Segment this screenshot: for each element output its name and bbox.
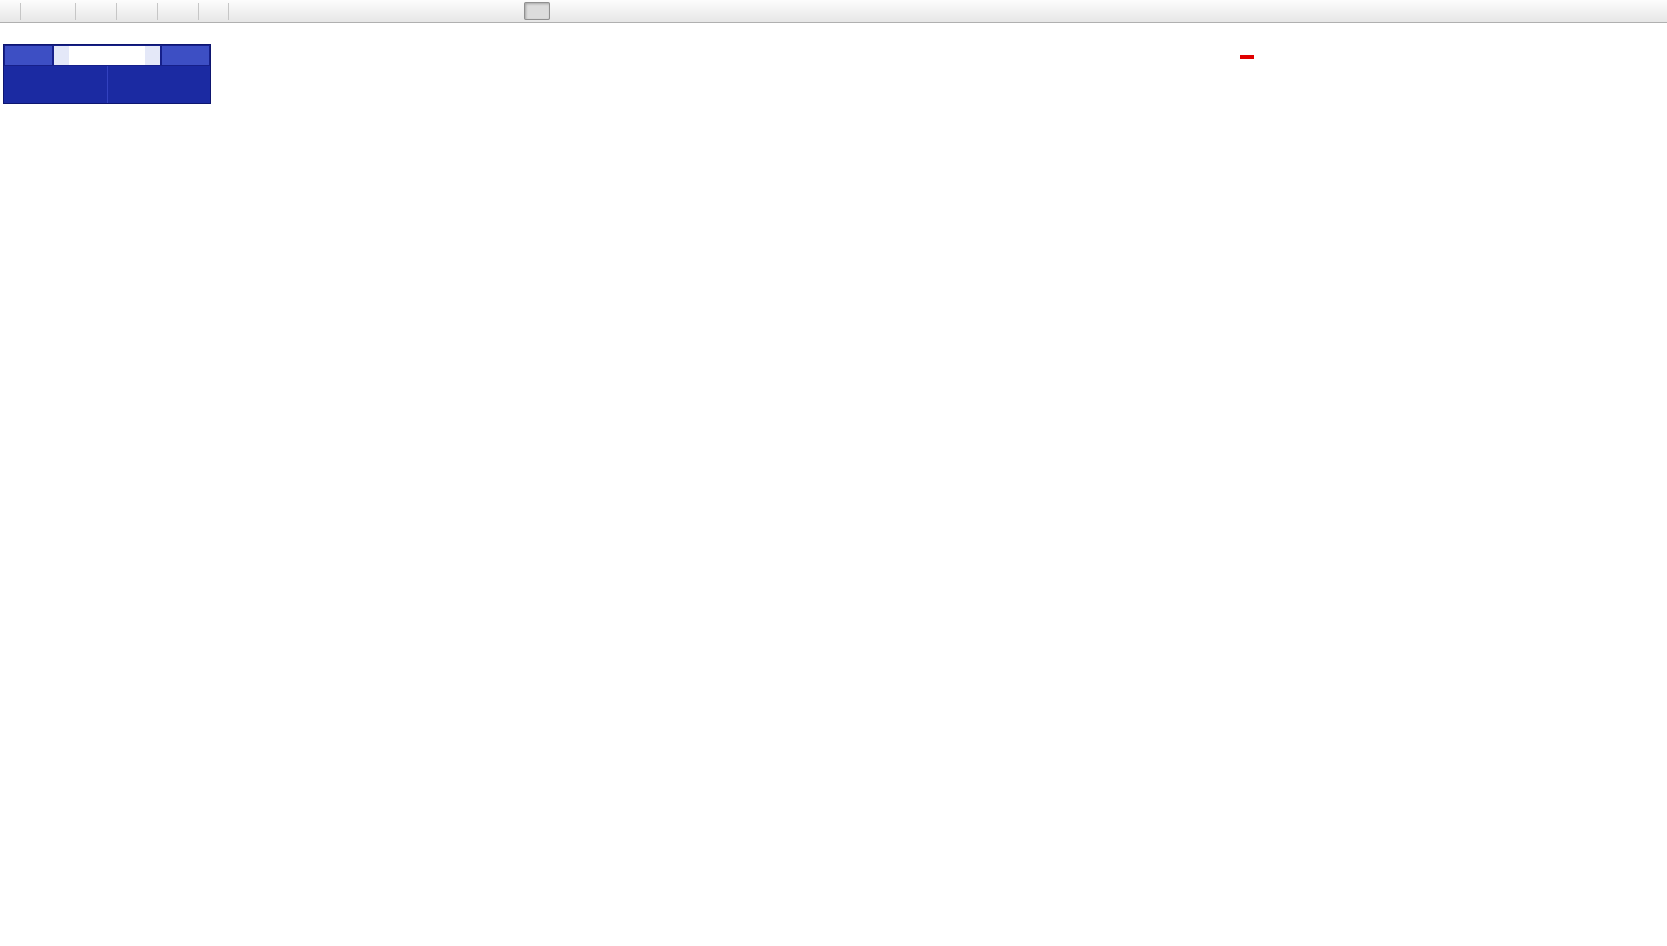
volume-control xyxy=(53,45,161,66)
zoom-out-button[interactable] xyxy=(132,2,142,21)
new-chart-button[interactable] xyxy=(162,2,172,21)
timeframe-w1-button[interactable] xyxy=(550,2,576,20)
timeframe-d1-button[interactable] xyxy=(524,2,550,20)
timeframe-mn-button[interactable] xyxy=(576,2,602,20)
toolbar xyxy=(0,0,1667,23)
chart-shift-button[interactable] xyxy=(91,2,101,21)
separator xyxy=(116,2,117,20)
one-click-trade-panel xyxy=(3,44,211,104)
chart-symbol-info xyxy=(5,25,13,35)
autotrading-button[interactable] xyxy=(58,2,71,21)
separator xyxy=(228,2,229,20)
timeframe-h4-button[interactable] xyxy=(498,2,524,20)
rsi-indicator-header xyxy=(5,714,13,724)
objects-list-button[interactable] xyxy=(184,2,194,21)
toolbar-right-group xyxy=(1644,2,1664,21)
separator xyxy=(20,2,21,20)
volume-dropdown-icon[interactable] xyxy=(54,46,69,65)
indicators-button[interactable] xyxy=(173,2,183,21)
timeframe-m5-button[interactable] xyxy=(394,2,420,20)
new-order-button[interactable] xyxy=(3,2,16,21)
volume-spinner-icon[interactable] xyxy=(145,46,160,65)
pointer-button[interactable] xyxy=(1654,2,1664,21)
ohlc-values xyxy=(9,25,13,35)
symbol-period-label xyxy=(5,25,9,35)
timeframe-toolbar xyxy=(368,2,602,20)
chart-autoscroll-button[interactable] xyxy=(102,2,112,21)
channel-button[interactable] xyxy=(266,2,276,21)
buy-button[interactable] xyxy=(161,45,210,66)
zoom-in-button[interactable] xyxy=(121,2,131,21)
buy-price[interactable] xyxy=(106,66,211,103)
sell-price[interactable] xyxy=(4,66,107,103)
sell-button[interactable] xyxy=(4,45,53,66)
draw-button[interactable] xyxy=(1644,2,1654,21)
tile-windows-button[interactable] xyxy=(143,2,153,21)
market-button[interactable] xyxy=(47,2,57,21)
price-callout[interactable] xyxy=(1240,55,1254,59)
fibonacci-button[interactable] xyxy=(277,2,287,21)
timeframe-h1-button[interactable] xyxy=(472,2,498,20)
text-button[interactable] xyxy=(288,2,298,21)
separator xyxy=(157,2,158,20)
arrow-tools-button[interactable] xyxy=(299,2,309,21)
vline-button[interactable] xyxy=(233,2,243,21)
separator xyxy=(198,2,199,20)
cursor-button[interactable] xyxy=(203,2,213,21)
crosshair-button[interactable] xyxy=(214,2,224,21)
hline-button[interactable] xyxy=(244,2,254,21)
timeframe-m1-button[interactable] xyxy=(368,2,394,20)
profiles-button[interactable] xyxy=(36,2,46,21)
timeframe-m15-button[interactable] xyxy=(420,2,446,20)
chart-scale-button[interactable] xyxy=(80,2,90,21)
timeframe-m30-button[interactable] xyxy=(446,2,472,20)
macd-indicator-header xyxy=(5,552,17,562)
volume-value[interactable] xyxy=(69,46,145,65)
trendline-button[interactable] xyxy=(255,2,265,21)
separator xyxy=(75,2,76,20)
charts-button[interactable] xyxy=(25,2,35,21)
